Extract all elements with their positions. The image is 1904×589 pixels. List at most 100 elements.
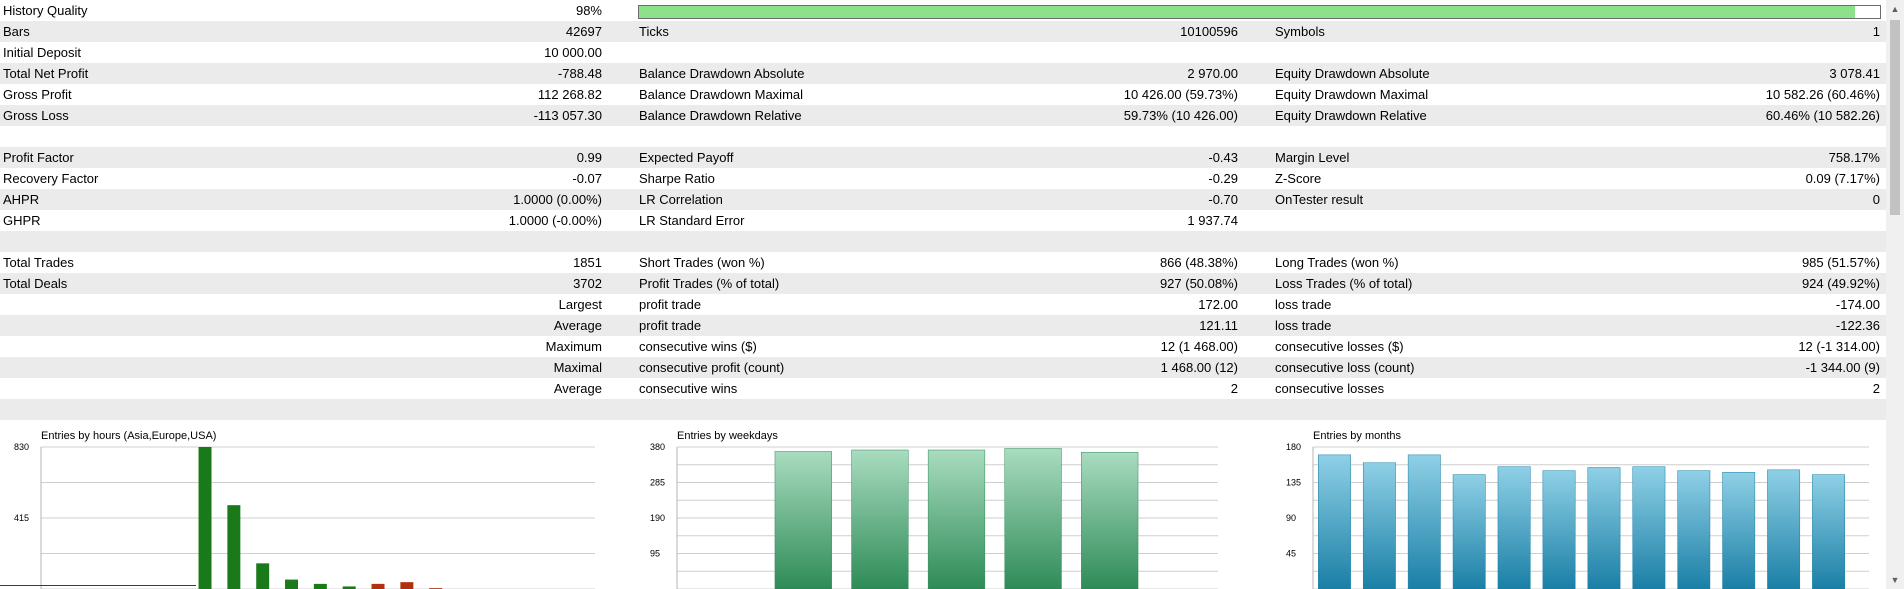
bar (256, 563, 270, 589)
stat-value: 121.11 (1199, 318, 1238, 333)
stat-value: -113 057.30 (533, 108, 602, 123)
y-tick-label: 380 (650, 442, 665, 452)
stat-label: Balance Drawdown Absolute (639, 66, 805, 81)
bar (227, 505, 241, 589)
stat-value: Average (553, 318, 602, 333)
stats-row (0, 126, 1886, 147)
stat-value: 59.73% (10 426.00) (1123, 108, 1238, 123)
y-tick-label: 830 (14, 442, 29, 452)
stats-row (0, 399, 1886, 420)
entries-by-months-chart: Entries by months 180 135 90 45 (1272, 426, 1872, 589)
stat-label: LR Standard Error (639, 213, 745, 228)
stat-label: consecutive loss (count) (1275, 360, 1415, 375)
stat-value: 10100596 (1180, 24, 1238, 39)
stat-value: Maximal (553, 360, 602, 375)
panel-divider (0, 585, 196, 586)
report-table: History Quality 98% Bars 42697 Ticks 101005… (0, 3, 1886, 420)
stat-label: Bars (3, 24, 30, 39)
stat-label: GHPR (3, 213, 41, 228)
entries-by-months-plot: 180 135 90 45 (1286, 442, 1869, 589)
stat-value: -0.43 (1208, 150, 1238, 165)
stat-value: 3 078.41 (1829, 66, 1880, 81)
stat-value: 12 (1 468.00) (1160, 339, 1238, 354)
stats-row: Maximum consecutive wins ($) 12 (1 468.00)… (0, 336, 1886, 357)
stats-row: Gross Loss -113 057.30 Balance Drawdown Re… (0, 105, 1886, 126)
stat-value: Maximum (545, 339, 602, 354)
stat-value: Average (553, 381, 602, 396)
stat-label: Margin Level (1275, 150, 1350, 165)
bar (1722, 471, 1756, 589)
stat-label: Ticks (639, 24, 669, 39)
history-quality-label: History Quality (3, 3, 88, 18)
stat-value: -0.29 (1208, 171, 1238, 186)
stat-value: 2 (1230, 381, 1238, 396)
bar (927, 449, 986, 589)
stat-label: Gross Loss (3, 108, 69, 123)
stat-label: Equity Drawdown Maximal (1275, 87, 1429, 102)
vertical-scrollbar[interactable]: ▲ ▼ (1886, 0, 1904, 589)
stat-label: Gross Profit (3, 87, 72, 102)
scrollbar-thumb[interactable] (1890, 20, 1900, 215)
stat-value: 10 426.00 (59.73%) (1123, 87, 1238, 102)
stat-value: 60.46% (10 582.26) (1765, 108, 1880, 123)
y-tick-label: 90 (1286, 513, 1296, 523)
stat-label: consecutive losses (1275, 381, 1385, 396)
stat-value: 12 (-1 314.00) (1798, 339, 1880, 354)
stat-value: 927 (50.08%) (1159, 276, 1238, 291)
stat-value: 1.0000 (0.00%) (513, 192, 602, 207)
stat-value: Largest (558, 297, 602, 312)
stat-value: -0.07 (572, 171, 602, 186)
bar (400, 582, 414, 589)
stats-row (0, 231, 1886, 252)
history-quality-bar-fill (639, 6, 1856, 18)
stat-label: Sharpe Ratio (639, 171, 715, 186)
history-quality-value: 98% (575, 3, 602, 18)
bar (313, 583, 327, 589)
stats-row: AHPR 1.0000 (0.00%) LR Correlation -0.70 OnT… (0, 189, 1886, 210)
scroll-down-arrow-icon[interactable]: ▼ (1890, 575, 1900, 585)
bar (1677, 470, 1711, 589)
stat-value: 2 970.00 (1187, 66, 1238, 81)
stats-row: Initial Deposit 10 000.00 (0, 42, 1886, 63)
stat-label: LR Correlation (639, 192, 723, 207)
stat-value: 10 000.00 (544, 45, 602, 60)
stat-label: Long Trades (won %) (1275, 255, 1399, 270)
stats-row: Average consecutive wins 2 consecutive loss… (0, 378, 1886, 399)
stat-value: 3702 (573, 276, 602, 291)
stat-value: 1 468.00 (12) (1160, 360, 1238, 375)
bar (1497, 466, 1531, 589)
stat-label: Balance Drawdown Relative (639, 108, 802, 123)
stats-row: Total Deals 3702 Profit Trades (% of total… (0, 273, 1886, 294)
stat-value: 0 (1872, 192, 1880, 207)
chart-title: Entries by months (1313, 430, 1402, 442)
stat-label: Z-Score (1275, 171, 1322, 186)
stat-label: Short Trades (won %) (639, 255, 765, 270)
bar (1318, 454, 1351, 589)
bar (1632, 466, 1666, 589)
stats-row: Maximal consecutive profit (count) 1 468.0… (0, 357, 1886, 378)
scroll-up-arrow-icon[interactable]: ▲ (1890, 4, 1900, 14)
bar (1452, 474, 1486, 589)
stat-label: Total Trades (3, 255, 74, 270)
stat-label: Loss Trades (% of total) (1275, 276, 1413, 291)
stat-value: -0.70 (1208, 192, 1238, 207)
entries-by-weekdays-plot: 380 285 190 95 (650, 442, 1218, 589)
stat-label: consecutive losses ($) (1275, 339, 1404, 354)
stat-label: consecutive profit (count) (639, 360, 785, 375)
history-quality-bar (638, 5, 1881, 19)
stat-label: consecutive wins (639, 381, 738, 396)
stat-value: 0.09 (7.17%) (1805, 171, 1880, 186)
bar (1081, 451, 1139, 589)
stat-label: Expected Payoff (639, 150, 734, 165)
chart-title: Entries by weekdays (677, 430, 778, 442)
stat-value: -788.48 (557, 66, 602, 81)
bar (198, 447, 212, 589)
stat-label: Symbols (1275, 24, 1325, 39)
stats-row: Profit Factor 0.99 Expected Payoff -0.43 Mar… (0, 147, 1886, 168)
stat-value: 866 (48.38%) (1159, 255, 1238, 270)
stat-label: consecutive wins ($) (639, 339, 757, 354)
stat-value: -174.00 (1835, 297, 1880, 312)
stat-value: 10 582.26 (60.46%) (1765, 87, 1880, 102)
stat-value: 758.17% (1828, 150, 1880, 165)
bar (371, 583, 385, 589)
